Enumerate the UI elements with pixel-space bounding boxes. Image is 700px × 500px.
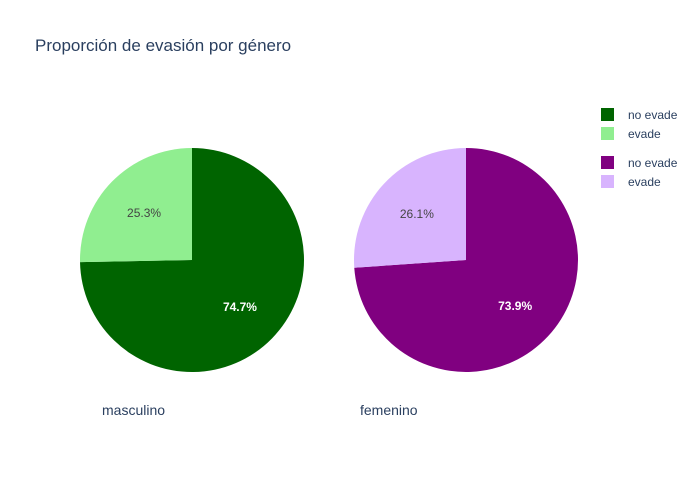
- legend-label-0-0[interactable]: no evade: [628, 108, 678, 122]
- pie-label-masculino-no-evade: 74.7%: [223, 300, 257, 314]
- pie-title-femenino: femenino: [360, 402, 418, 418]
- pie-femenino: 73.9% 26.1%: [354, 148, 578, 373]
- chart-title: Proporción de evasión por género: [35, 36, 291, 55]
- legend-label-1-0[interactable]: no evade: [628, 156, 678, 170]
- pie-slice-femenino-evade[interactable]: [354, 148, 466, 268]
- legend-label-0-1[interactable]: evade: [628, 127, 661, 141]
- legend-swatch-1-1[interactable]: [601, 175, 614, 188]
- pie-title-masculino: masculino: [102, 402, 165, 418]
- legend-swatch-0-1[interactable]: [601, 127, 614, 140]
- legend-swatch-1-0[interactable]: [601, 156, 614, 169]
- legend-swatch-0-0[interactable]: [601, 108, 614, 121]
- pie-slice-masculino-no-evade[interactable]: [80, 148, 304, 372]
- pie-slice-femenino-no-evade[interactable]: [354, 148, 578, 373]
- pie-masculino: 74.7% 25.3%: [80, 148, 304, 372]
- pie-label-femenino-evade: 26.1%: [400, 207, 434, 221]
- legend: no evade evade no evade evade: [601, 108, 678, 189]
- pie-label-femenino-no-evade: 73.9%: [498, 299, 532, 313]
- legend-label-1-1[interactable]: evade: [628, 175, 661, 189]
- pie-slice-masculino-evade[interactable]: [80, 148, 192, 263]
- pie-label-masculino-evade: 25.3%: [127, 206, 161, 220]
